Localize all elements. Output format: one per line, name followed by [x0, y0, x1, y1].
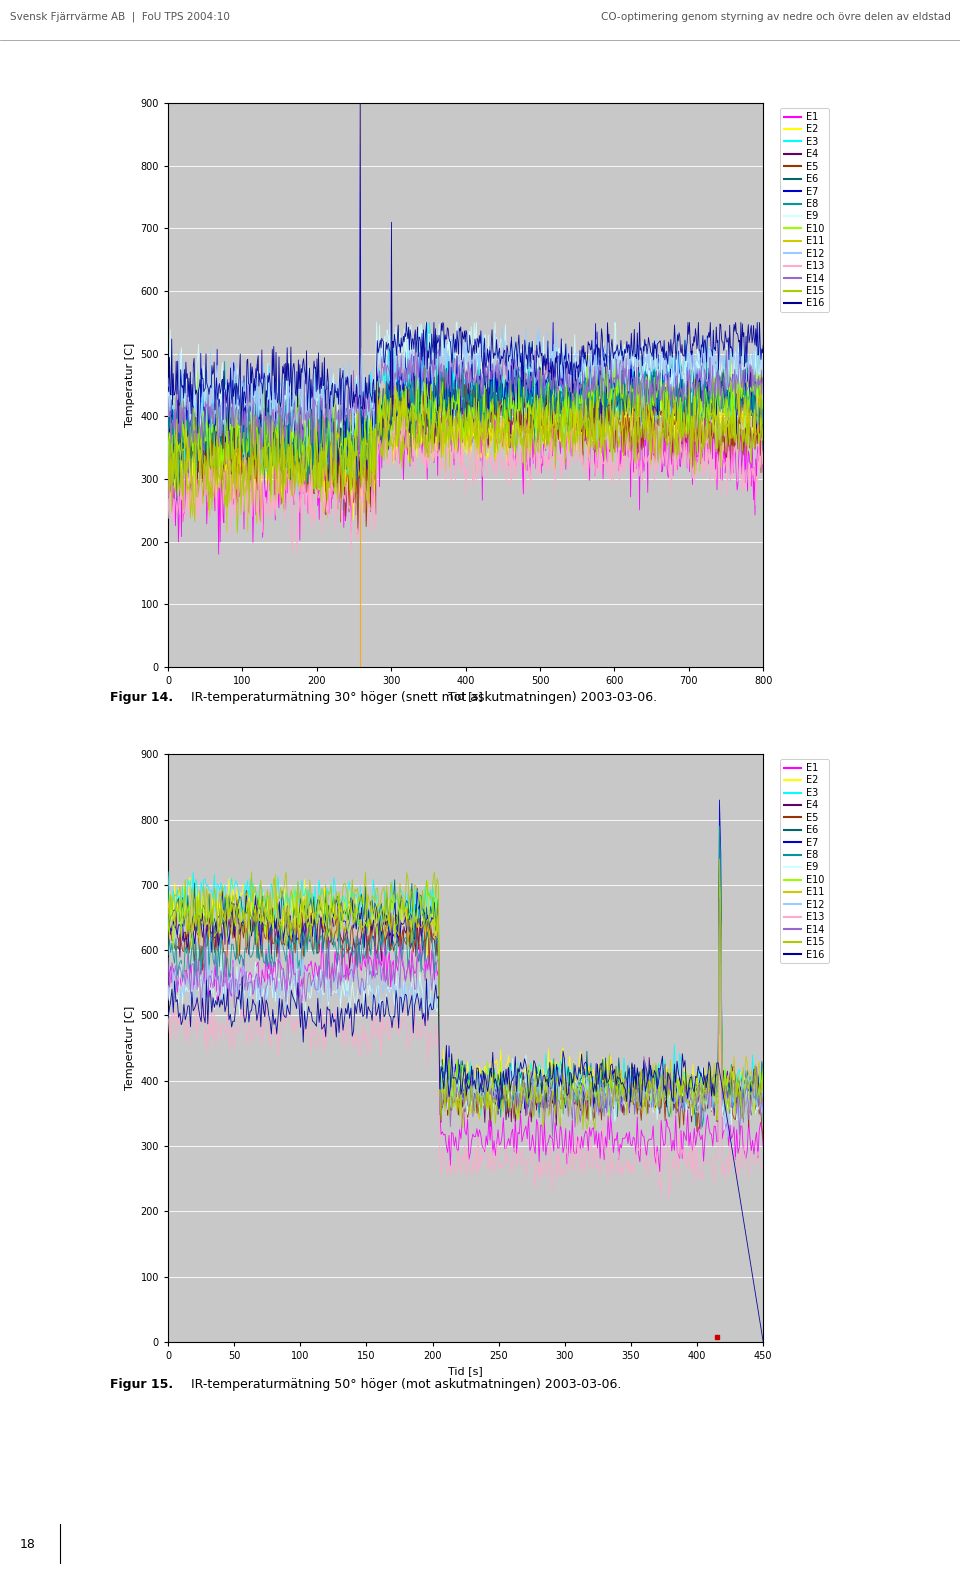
Legend: E1, E2, E3, E4, E5, E6, E7, E8, E9, E10, E11, E12, E13, E14, E15, E16: E1, E2, E3, E4, E5, E6, E7, E8, E9, E10,… [780, 108, 828, 313]
Text: 18: 18 [19, 1537, 36, 1551]
Text: IR-temperaturmätning 30° höger (snett mot askutmatningen) 2003-03-06.: IR-temperaturmätning 30° höger (snett mo… [171, 691, 657, 703]
X-axis label: Tid [s]: Tid [s] [448, 1366, 483, 1377]
Text: IR-temperaturmätning 50° höger (mot askutmatningen) 2003-03-06.: IR-temperaturmätning 50° höger (mot asku… [171, 1378, 621, 1391]
Y-axis label: Temperatur [C]: Temperatur [C] [125, 1005, 135, 1091]
Legend: E1, E2, E3, E4, E5, E6, E7, E8, E9, E10, E11, E12, E13, E14, E15, E16: E1, E2, E3, E4, E5, E6, E7, E8, E9, E10,… [780, 759, 828, 964]
Text: Figur 15.: Figur 15. [110, 1378, 174, 1391]
Y-axis label: Temperatur [C]: Temperatur [C] [125, 343, 135, 427]
Text: Figur 14.: Figur 14. [110, 691, 174, 703]
X-axis label: Tid [s]: Tid [s] [448, 691, 483, 702]
Text: Svensk Fjärrvärme AB  |  FoU TPS 2004:10: Svensk Fjärrvärme AB | FoU TPS 2004:10 [10, 11, 229, 22]
Text: CO-optimering genom styrning av nedre och övre delen av eldstad: CO-optimering genom styrning av nedre oc… [601, 11, 950, 22]
